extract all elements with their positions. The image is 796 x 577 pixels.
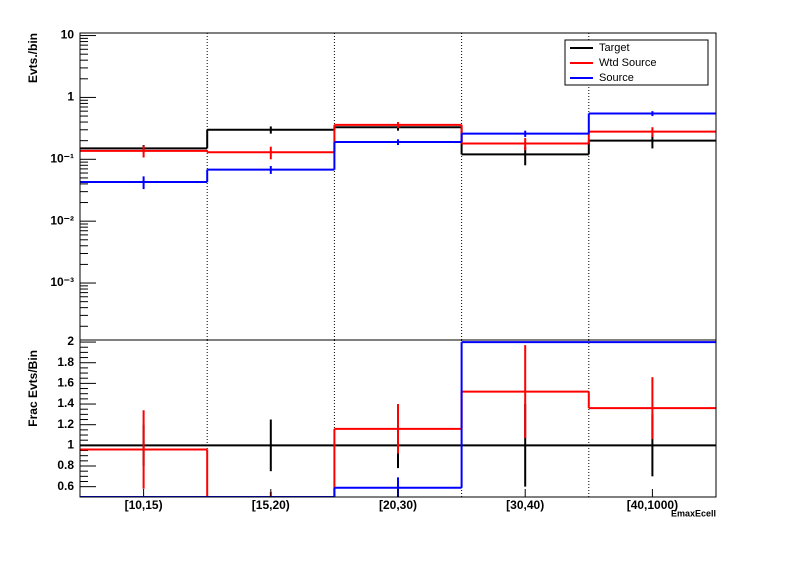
plot-area [80,111,716,190]
x-axis-label: EmaxEcell [671,508,716,518]
plot-area [80,341,716,497]
y-tick-label: 10⁻¹ [50,151,74,165]
y-axis-label: Evts./bin [26,33,40,83]
y-tick-label: 10 [61,28,75,42]
x-tick-label: [10,15) [125,498,163,512]
y-tick-label: 0.8 [57,458,74,472]
y-tick-label: 1.4 [57,396,74,410]
y-axis-label: Frac Evts/Bin [26,350,40,427]
y-tick-label: 1 [67,438,74,452]
y-tick-label: 1.2 [57,417,74,431]
y-tick-label: 10⁻² [50,213,74,227]
legend-label: Target [599,42,630,54]
y-tick-label: 10⁻³ [50,275,74,289]
x-tick-label: [15,20) [252,498,290,512]
x-tick-label: [20,30) [379,498,417,512]
legend-label: Wtd Source [599,57,656,69]
y-tick-label: 2 [67,334,74,348]
legend-label: Source [599,72,634,84]
y-tick-label: 1.6 [57,376,74,390]
y-tick-label: 1.8 [57,355,74,369]
x-tick-label: [30,40) [506,498,544,512]
x-tick-label: [40,1000) [627,498,678,512]
y-tick-label: 0.6 [57,479,74,493]
y-tick-label: 1 [67,90,74,104]
